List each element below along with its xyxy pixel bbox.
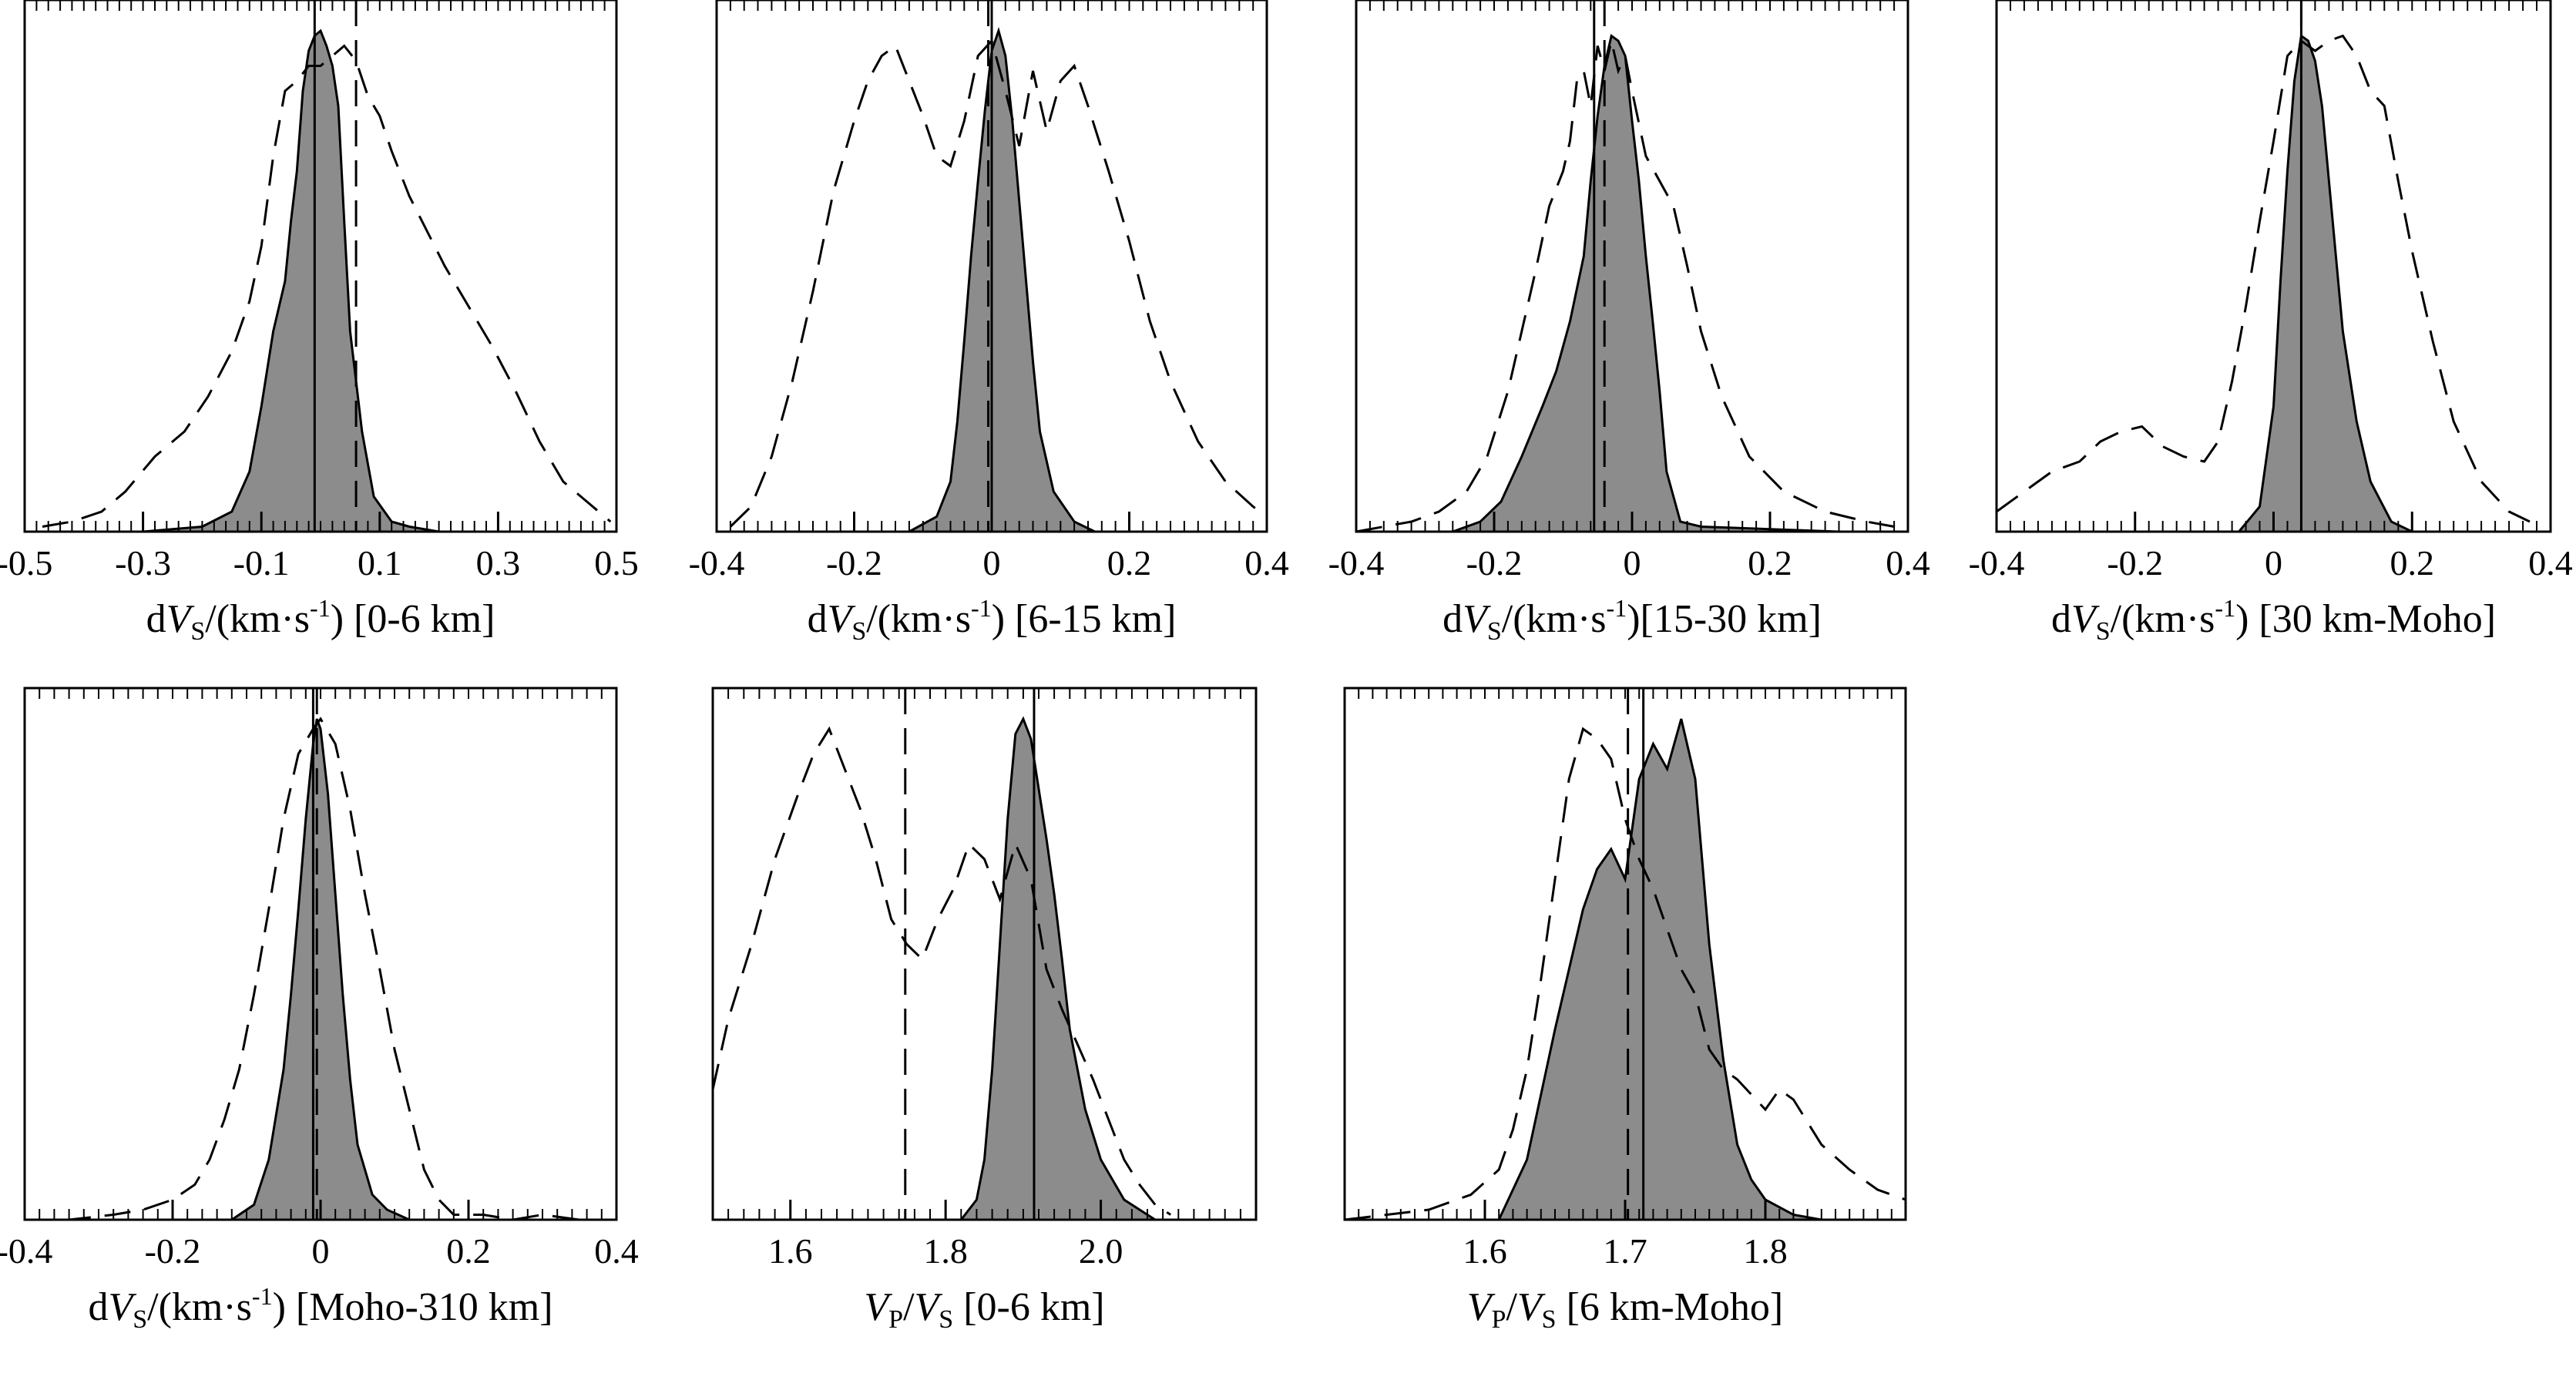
- p7-tick-label: 1.8: [1743, 1231, 1788, 1271]
- p1-tick-label: 0.3: [476, 543, 521, 583]
- p6-tick-label: 1.6: [768, 1231, 813, 1271]
- p1-prior-line: [42, 44, 612, 528]
- p2-tick-label: -0.2: [826, 543, 882, 583]
- p2-xlabel: dVS/(km·s-1) [6-15 km]: [808, 594, 1177, 646]
- p1-tick-label: -0.1: [233, 543, 290, 583]
- p4-prior-line: [1996, 34, 2531, 523]
- p1-posterior-area: [25, 29, 616, 533]
- p2-tick-label: 0.2: [1107, 543, 1152, 583]
- p1-xlabel: dVS/(km·s-1) [0-6 km]: [146, 594, 495, 646]
- p4-xlabel: dVS/(km·s-1) [30 km-Moho]: [2051, 594, 2496, 646]
- panel-p1: -0.5 -0.3 -0.1 0.1 0.3 0.5 dVS/(km·s-1) [0-6 k…: [0, 0, 639, 646]
- p1-tick-label: -0.5: [0, 543, 52, 583]
- p1-tick-label: -0.3: [115, 543, 171, 583]
- panel-p6: 1.6 1.8 2.0 VP/VS [0-6 km]: [711, 687, 1258, 1334]
- p7-tick-label: 1.6: [1463, 1231, 1507, 1271]
- p7-tick-label: 1.7: [1603, 1231, 1647, 1271]
- p4-tick-label: 0.4: [2528, 543, 2573, 583]
- p5-tick-label: 0: [312, 1231, 330, 1271]
- p3-xlabel: dVS/(km·s-1)[15-30 km]: [1442, 594, 1822, 646]
- p6-tick-label: 2.0: [1079, 1231, 1123, 1271]
- p3-tick-label: -0.2: [1466, 543, 1523, 583]
- p2-tick-label: 0: [983, 543, 1001, 583]
- p1-tick-label: 0.5: [594, 543, 639, 583]
- p6-frame: [711, 687, 1258, 1221]
- p5-xlabel: dVS/(km·s-1) [Moho-310 km]: [88, 1282, 552, 1334]
- p7-posterior-area: [1345, 718, 1906, 1221]
- p6-xlabel: VP/VS [0-6 km]: [864, 1285, 1104, 1334]
- p1-tick-label: 0.1: [358, 543, 402, 583]
- panel-p7: 1.6 1.7 1.8 VP/VS [6 km-Moho]: [1343, 687, 1907, 1334]
- p2-tick-label: -0.4: [689, 543, 745, 583]
- panel-p2: -0.4 -0.2 0 0.2 0.4 dVS/(km·s-1) [6-15 km]: [689, 0, 1289, 646]
- p4-tick-label: 0.2: [2390, 543, 2435, 583]
- p5-tick-label: -0.2: [145, 1231, 201, 1271]
- p6-posterior-area: [713, 716, 1256, 1221]
- p6-tick-label: 1.8: [923, 1231, 968, 1271]
- p5-tick-label: 0.4: [594, 1231, 639, 1271]
- p3-tick-label: 0: [1624, 543, 1641, 583]
- panel-p5: -0.4 -0.2 0 0.2 0.4 dVS/(km·s-1) [Moho-310 km…: [0, 687, 639, 1334]
- p7-prior-line: [1344, 727, 1906, 1221]
- p5-prior-line: [25, 717, 616, 1221]
- p5-tick-label: -0.4: [0, 1231, 52, 1271]
- p3-tick-label: 0.4: [1886, 543, 1930, 583]
- panel-p4: -0.4 -0.2 0 0.2 0.4 dVS/(km·s-1) [30 km-Moho]: [1969, 0, 2573, 646]
- p6-prior-line: [711, 726, 1172, 1216]
- p2-prior-line: [729, 38, 1268, 528]
- p5-posterior-area: [25, 718, 616, 1221]
- p4-tick-label: -0.4: [1969, 543, 2025, 583]
- p2-tick-label: 0.4: [1244, 543, 1289, 583]
- p3-tick-label: 0.2: [1748, 543, 1792, 583]
- p5-tick-label: 0.2: [446, 1231, 491, 1271]
- p3-posterior-area: [1356, 33, 1908, 533]
- p4-posterior-area: [1997, 33, 2551, 533]
- p4-tick-label: -0.2: [2107, 543, 2163, 583]
- panel-p3: -0.4 -0.2 0 0.2 0.4 dVS/(km·s-1)[15-30 km]: [1328, 0, 1930, 646]
- p3-tick-label: -0.4: [1328, 543, 1385, 583]
- p4-tick-label: 0: [2265, 543, 2282, 583]
- p3-prior-line: [1355, 40, 1909, 533]
- p7-xlabel: VP/VS [6 km-Moho]: [1467, 1285, 1783, 1334]
